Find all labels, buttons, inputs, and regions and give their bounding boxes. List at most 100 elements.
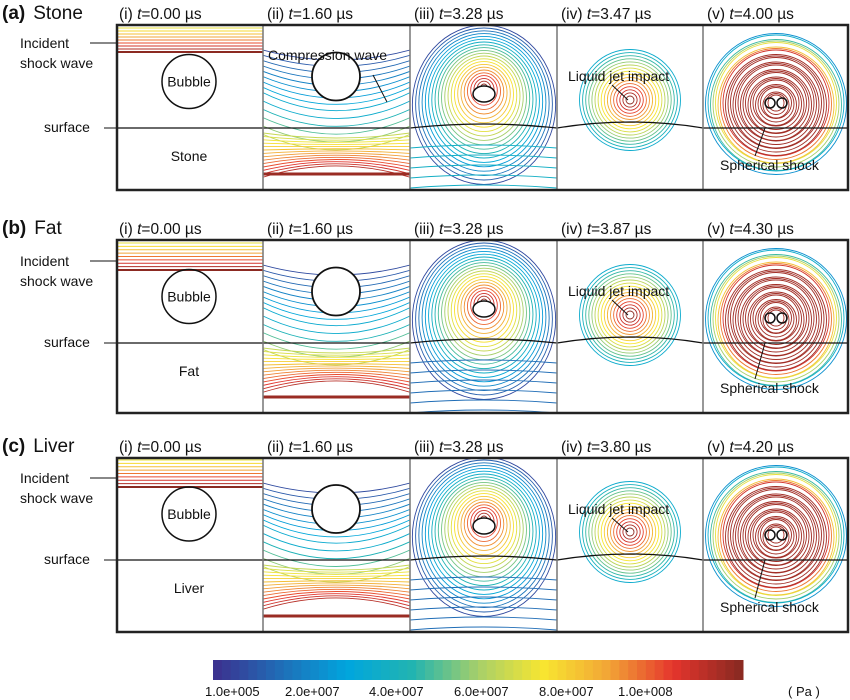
time-symbol: t — [729, 6, 734, 23]
material-label: Liver — [174, 580, 205, 596]
pressure-contour — [591, 61, 669, 139]
panel-5-contours — [705, 33, 847, 175]
row-letter: (c) — [2, 436, 25, 457]
colorbar-swatch — [690, 660, 700, 680]
pressure-contour — [600, 502, 660, 562]
colorbar-swatch — [619, 660, 629, 680]
spherical-shock-leader — [754, 127, 766, 157]
colorbar-swatch — [460, 660, 470, 680]
pressure-contour — [410, 399, 557, 404]
pressure-contour — [582, 267, 678, 363]
panel-title: (iv) t=3.47 µs — [561, 6, 652, 23]
colorbar-swatch — [531, 660, 541, 680]
bubble-circle — [311, 484, 361, 534]
colorbar-tick-label: 6.0e+007 — [454, 684, 509, 699]
pressure-contour — [603, 505, 657, 559]
pressure-contour — [732, 61, 820, 149]
row-frame — [115, 238, 850, 415]
panel-numeral: (v) — [707, 439, 729, 456]
pressure-contour — [415, 459, 553, 613]
pressure-contour — [742, 502, 810, 570]
pressure-contour — [263, 301, 410, 320]
incident-label-line1: Incident — [20, 470, 69, 486]
pressure-contour — [616, 86, 644, 114]
pressure-contour — [263, 597, 410, 610]
pressure-contour — [762, 91, 790, 119]
pressure-contour — [717, 46, 835, 164]
pressure-contour — [424, 467, 544, 600]
panel-time: =4.00 µs — [734, 6, 794, 23]
pressure-contour — [263, 100, 410, 119]
pressure-contour — [606, 76, 654, 124]
pressure-contour — [263, 117, 410, 135]
pressure-contour — [410, 389, 557, 394]
pressure-contour — [725, 269, 827, 371]
pressure-contour — [263, 357, 410, 360]
pressure-contour — [410, 576, 557, 581]
colorbar-swatch — [663, 660, 673, 680]
pressure-contour — [263, 354, 410, 358]
pressure-contour — [588, 490, 672, 574]
colorbar-swatch — [566, 660, 576, 680]
pressure-contour — [263, 533, 410, 552]
row-frame — [115, 23, 850, 192]
pressure-contour — [760, 87, 792, 119]
colorbar-swatch — [257, 660, 267, 680]
pressure-contour — [410, 379, 557, 384]
pressure-contour — [460, 498, 508, 551]
colorbar-swatch — [601, 660, 611, 680]
colorbar-tick-label: 1.0e+008 — [618, 684, 673, 699]
panel-time: =3.80 µs — [591, 439, 651, 456]
pressure-contour — [717, 261, 835, 379]
colorbar-swatch — [451, 660, 461, 680]
panel-time: =3.28 µs — [443, 221, 503, 238]
incident-label-line2: shock wave — [20, 273, 93, 289]
pressure-contour — [410, 606, 557, 611]
panel-numeral: (iv) — [561, 221, 587, 238]
pressure-contour — [705, 33, 847, 175]
pressure-contour — [742, 285, 810, 353]
pressure-contour — [447, 270, 521, 352]
pressure-contour — [466, 504, 502, 543]
colorbar-swatch — [610, 660, 620, 680]
pressure-contour — [434, 476, 534, 587]
pressure-contour — [454, 61, 514, 128]
pressure-contour — [460, 66, 508, 119]
panel-numeral: (i) — [119, 6, 137, 23]
spherical-shock-leader — [754, 559, 766, 599]
pressure-contour — [450, 273, 518, 348]
pressure-contour — [767, 309, 785, 327]
pressure-contour — [421, 248, 547, 387]
pressure-contour — [740, 69, 812, 141]
pressure-contour — [263, 541, 410, 560]
colorbar: 1.0e+005 2.0e+007 4.0e+007 6.0e+007 8.0e+007… — [205, 660, 820, 699]
row-fat: (b) Fat (i) t=0.00 µs (ii) t=1.60 µs (iii) t… — [2, 218, 850, 415]
pressure-contour — [463, 501, 505, 547]
panel-time: =1.60 µs — [293, 6, 353, 23]
panel-time: =3.47 µs — [591, 6, 651, 23]
pressure-contour — [603, 73, 657, 127]
panel-time: =4.30 µs — [734, 221, 794, 238]
pressure-contour — [707, 466, 845, 604]
pressure-contour — [757, 517, 795, 555]
pressure-contour — [410, 616, 557, 621]
pressure-contour — [585, 270, 675, 360]
compression-wave-leader — [372, 74, 388, 103]
colorbar-swatch — [681, 660, 691, 680]
pressure-contour — [263, 142, 410, 145]
pressure-contour — [740, 284, 812, 356]
colorbar-swatch — [425, 660, 435, 680]
pressure-contour — [597, 499, 663, 565]
colorbar-swatch — [398, 660, 408, 680]
pressure-contour — [410, 596, 557, 601]
pressure-contour — [410, 184, 557, 189]
pressure-contour — [263, 380, 410, 393]
colorbar-swatch — [283, 660, 293, 680]
compression-wave-label: Compression wave — [268, 47, 387, 63]
pressure-contour — [263, 567, 410, 573]
pressure-contour — [263, 519, 410, 538]
pressure-contour — [613, 515, 647, 549]
row-letter: (a) — [2, 3, 25, 24]
colorbar-swatch — [274, 660, 285, 680]
pressure-contour — [450, 58, 518, 133]
